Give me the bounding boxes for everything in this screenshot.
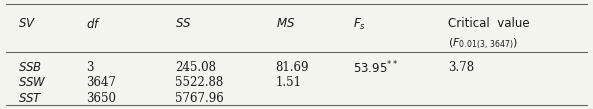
Text: 1.51: 1.51 bbox=[276, 76, 302, 89]
Text: $(F_{0.01(3,\,3647)})$: $(F_{0.01(3,\,3647)})$ bbox=[448, 36, 518, 51]
Text: 3.78: 3.78 bbox=[448, 61, 474, 74]
Text: Critical  value: Critical value bbox=[448, 17, 530, 31]
Text: $df$: $df$ bbox=[86, 17, 101, 31]
Text: $SSW$: $SSW$ bbox=[18, 76, 47, 89]
Text: 3: 3 bbox=[86, 61, 94, 74]
Text: $53.95^{**}$: $53.95^{**}$ bbox=[353, 59, 398, 76]
Text: $SS$: $SS$ bbox=[175, 17, 192, 31]
Text: 245.08: 245.08 bbox=[175, 61, 216, 74]
Text: 3647: 3647 bbox=[86, 76, 116, 89]
Text: $SV$: $SV$ bbox=[18, 17, 36, 31]
Text: 3650: 3650 bbox=[86, 92, 116, 105]
Text: $MS$: $MS$ bbox=[276, 17, 295, 31]
Text: 5767.96: 5767.96 bbox=[175, 92, 224, 105]
Text: $F_s$: $F_s$ bbox=[353, 16, 366, 32]
Text: 5522.88: 5522.88 bbox=[175, 76, 223, 89]
Text: $SST$: $SST$ bbox=[18, 92, 43, 105]
Text: $SSB$: $SSB$ bbox=[18, 61, 42, 74]
Text: 81.69: 81.69 bbox=[276, 61, 309, 74]
